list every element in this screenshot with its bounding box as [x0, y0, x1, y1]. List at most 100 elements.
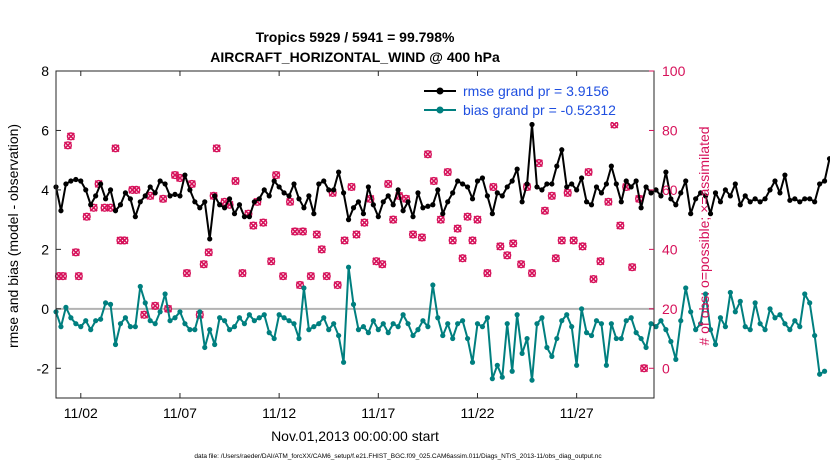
- obs-assimilated-marker: [63, 141, 72, 150]
- rmse-point: [212, 193, 218, 199]
- obs-possible-marker: [408, 230, 418, 239]
- bias-point: [132, 324, 138, 330]
- obs-count-point: [182, 269, 192, 278]
- bias-point: [564, 312, 570, 318]
- bias-point: [464, 335, 471, 342]
- y-right-tick-label: 40: [662, 241, 678, 257]
- rmse-point: [296, 196, 302, 202]
- obs-assimilated-marker: [340, 236, 349, 245]
- bias-point: [316, 321, 322, 327]
- rmse-point: [494, 190, 500, 196]
- bias-point: [440, 332, 446, 339]
- obs-assimilated-marker: [589, 275, 598, 284]
- rmse-point: [127, 196, 133, 202]
- obs-count-point: [111, 144, 120, 153]
- rmse-point: [455, 178, 461, 184]
- obs-possible-marker: [551, 254, 560, 263]
- obs-possible-marker: [557, 236, 566, 245]
- x-tick-label: 11/17: [361, 405, 395, 421]
- bias-point: [197, 309, 203, 315]
- obs-count-point: [82, 212, 91, 221]
- obs-assimilated-marker: [279, 272, 288, 281]
- bias-point: [271, 335, 277, 342]
- bias-point: [469, 359, 476, 365]
- obs-possible-marker: [279, 272, 288, 281]
- rmse-point: [98, 181, 104, 187]
- obs-assimilated-marker: [352, 230, 361, 239]
- obs-assimilated-marker: [453, 224, 462, 233]
- obs-possible-marker: [63, 141, 73, 150]
- rmse-point: [698, 190, 704, 196]
- obs-count-point: [132, 185, 141, 195]
- obs-assimilated-marker: [557, 236, 566, 245]
- rmse-point: [405, 199, 411, 205]
- rmse-point: [762, 196, 768, 202]
- obs-possible-marker: [509, 239, 518, 248]
- bias-point: [678, 318, 684, 324]
- obs-possible-marker: [489, 182, 498, 192]
- obs-assimilated-marker: [347, 182, 356, 191]
- obs-count-point: [463, 212, 472, 221]
- rmse-point: [579, 175, 585, 181]
- rmse-point: [569, 181, 575, 187]
- obs-assimilated-marker: [106, 203, 115, 212]
- rmse-point: [732, 181, 738, 187]
- obs-count-point: [100, 203, 109, 212]
- rmse-point: [524, 181, 530, 187]
- rmse-point: [58, 208, 64, 214]
- bias-point: [385, 330, 391, 336]
- bias-point: [450, 335, 456, 342]
- obs-assimilated-marker: [596, 257, 605, 266]
- y-right-tick-label: 20: [662, 301, 678, 317]
- rmse-point: [217, 202, 223, 208]
- plot-area: [56, 71, 654, 398]
- rmse-point: [618, 199, 624, 205]
- obs-count-point: [267, 257, 276, 266]
- rmse-point: [316, 181, 322, 187]
- obs-count-point: [517, 260, 526, 269]
- x-tick-label: 11/12: [262, 405, 296, 421]
- obs-possible-marker: [249, 221, 258, 230]
- obs-assimilated-marker: [578, 242, 587, 251]
- y-left-tick-label: 8: [41, 63, 49, 79]
- obs-count-point: [279, 272, 288, 281]
- bias-point: [598, 321, 605, 327]
- rmse-point: [489, 211, 495, 217]
- obs-count-point: [231, 176, 240, 186]
- rmse-point: [88, 202, 94, 208]
- bias-point: [608, 321, 614, 327]
- obs-assimilated-marker: [204, 248, 213, 257]
- rmse-point: [826, 156, 830, 162]
- bias-point: [340, 359, 347, 365]
- bias-point: [757, 321, 763, 327]
- bias-point: [445, 321, 451, 327]
- bias-point: [569, 324, 575, 330]
- rmse-point: [172, 191, 178, 197]
- obs-assimilated-marker: [517, 260, 526, 269]
- obs-assimilated-marker: [82, 212, 91, 221]
- y-left-tick-label: 2: [41, 241, 49, 257]
- obs-count-point: [312, 230, 321, 239]
- obs-count-point: [378, 260, 387, 269]
- rmse-point: [757, 199, 763, 205]
- bias-point: [484, 315, 490, 321]
- bias-point: [762, 327, 768, 333]
- rmse-point: [400, 208, 406, 214]
- x-tick-label: 11/02: [64, 405, 98, 421]
- rmse-point: [350, 205, 357, 211]
- obs-possible-marker: [596, 257, 605, 266]
- bias-point: [727, 289, 733, 296]
- bias-point: [83, 318, 89, 324]
- obs-assimilated-marker: [58, 272, 67, 281]
- obs-possible-marker: [429, 176, 438, 186]
- chart-subtitle: AIRCRAFT_HORIZONTAL_WIND @ 400 hPa: [210, 49, 500, 65]
- footer-data-file: data file: /Users/raeder/DAI/ATM_forcXX/…: [194, 453, 602, 460]
- rmse-point: [261, 187, 267, 193]
- bias-point: [241, 321, 248, 327]
- legend-bias-label: bias grand pr = -0.52312: [463, 102, 616, 118]
- bias-point: [157, 309, 163, 315]
- bias-point: [574, 362, 580, 368]
- obs-count-point: [384, 179, 393, 189]
- rmse-point: [658, 193, 664, 199]
- rmse-point: [420, 205, 426, 211]
